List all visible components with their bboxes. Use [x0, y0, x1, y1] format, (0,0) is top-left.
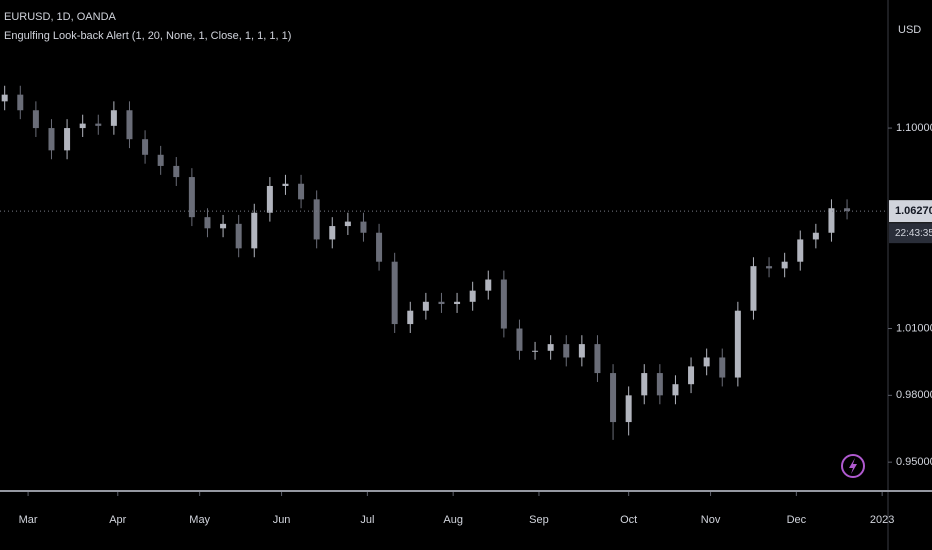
x-tick-label: Aug	[443, 514, 463, 526]
candle-body	[329, 226, 336, 240]
candle-body	[750, 266, 757, 311]
candle-body	[282, 183, 289, 186]
candle-body	[766, 266, 773, 269]
candle-body	[828, 208, 835, 233]
candle-body	[48, 128, 55, 151]
candle-body	[703, 357, 710, 367]
symbol-title: EURUSD, 1D, OANDA	[4, 11, 117, 23]
candle-body	[344, 221, 351, 227]
candle-body	[547, 344, 554, 351]
candle-body	[625, 395, 632, 423]
candle-body	[298, 183, 305, 200]
candle-body	[812, 232, 819, 240]
candle-body	[844, 208, 851, 212]
x-tick-label: Oct	[620, 514, 637, 526]
candle-body	[126, 110, 133, 140]
candle-body	[157, 154, 164, 166]
candle-body	[220, 223, 227, 229]
x-tick-label: Mar	[19, 514, 38, 526]
countdown-box	[889, 223, 932, 244]
icon-ring	[841, 454, 865, 478]
y-tick-label: 1.10000	[896, 122, 932, 134]
y-tick-label: 0.95000	[896, 456, 932, 468]
candle-body	[142, 139, 149, 155]
candle-body	[672, 384, 679, 396]
candle-body	[188, 177, 195, 218]
x-tick-label: May	[189, 514, 210, 526]
alert-icon[interactable]	[841, 454, 865, 478]
candle-body	[781, 261, 788, 269]
candle-body	[173, 165, 180, 178]
candle-body	[656, 373, 663, 396]
x-tick-label: Dec	[787, 514, 807, 526]
y-tick-label: 1.01000	[896, 322, 932, 334]
price-tag-label: 1.06270	[895, 205, 932, 217]
x-tick-label: Sep	[529, 514, 549, 526]
candle-body	[391, 261, 398, 325]
icon-bolt	[849, 458, 857, 474]
candle-body	[610, 373, 617, 423]
candle-body	[797, 239, 804, 262]
candle-body	[594, 344, 601, 374]
candle-body	[360, 221, 367, 233]
candle-body	[500, 279, 507, 329]
candle-body	[734, 310, 741, 378]
x-tick-label: Jul	[360, 514, 374, 526]
candle-body	[641, 373, 648, 396]
candle-body	[235, 223, 242, 249]
candle-body	[563, 344, 570, 358]
candle-body	[313, 199, 320, 240]
candle-body	[95, 123, 102, 126]
candle-body	[376, 232, 383, 262]
candle-body	[251, 212, 258, 249]
x-tick-label: Apr	[109, 514, 126, 526]
candle-body	[204, 217, 211, 229]
candle-body	[266, 185, 273, 213]
candle-body	[64, 128, 71, 151]
candle-body	[422, 301, 429, 311]
x-tick-label: Nov	[701, 514, 721, 526]
candle-body	[454, 301, 461, 305]
candle-body	[578, 344, 585, 358]
indicator-legend: Engulfing Look-back Alert (1, 20, None, …	[4, 30, 291, 42]
countdown-label: 22:43:35	[895, 228, 932, 239]
price-tag-box	[889, 200, 932, 223]
candle-body	[438, 301, 445, 305]
candle-body	[516, 328, 523, 351]
y-tick-label: 0.98000	[896, 389, 932, 401]
candle-body	[469, 290, 476, 302]
candle-body	[32, 110, 39, 129]
x-tick-label: 2023	[870, 514, 894, 526]
candle-body	[17, 94, 24, 111]
candle-body	[719, 357, 726, 378]
candle-body	[1, 94, 8, 102]
x-tick-label: Jun	[273, 514, 291, 526]
candle-body	[110, 110, 117, 126]
candle-body	[532, 350, 539, 352]
candle-body	[485, 279, 492, 291]
candle-body	[79, 123, 86, 129]
candle-body	[407, 310, 414, 325]
candle-body	[688, 366, 695, 385]
currency-label: USD	[898, 24, 921, 36]
